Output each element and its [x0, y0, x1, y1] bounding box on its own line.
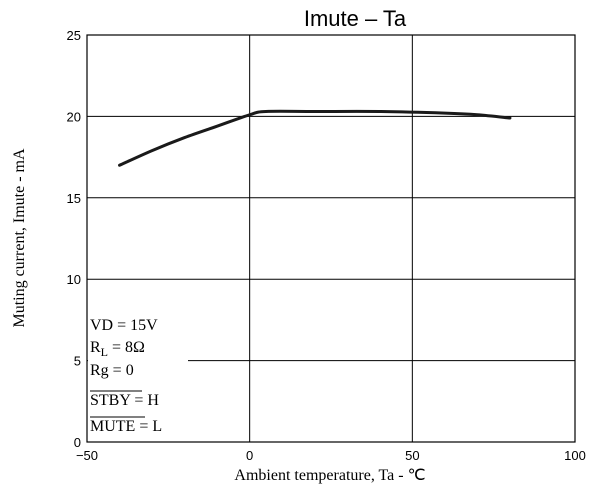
y-tick-label: 15	[67, 191, 81, 206]
y-tick-label: 5	[74, 354, 81, 369]
x-tick-labels: −50 0 50 100	[76, 448, 586, 463]
condition-stby-word: STBY	[90, 392, 131, 409]
x-tick-label: 0	[246, 448, 253, 463]
condition-mute-word: MUTE	[90, 418, 135, 435]
x-tick-label: 50	[405, 448, 419, 463]
x-axis-label: Ambient temperature, Ta - ℃	[234, 467, 425, 484]
y-tick-label: 0	[74, 435, 81, 450]
y-tick-label: 25	[67, 28, 81, 43]
conditions-mask	[88, 306, 188, 441]
condition-stby: STBY = H	[90, 392, 159, 409]
plot-frame	[86, 34, 576, 443]
series-line-imute	[118, 109, 512, 167]
condition-vd: VD = 15V	[90, 317, 158, 334]
condition-mute-value: = L	[135, 418, 162, 435]
y-tick-labels: 0 5 10 15 20 25	[67, 28, 81, 450]
chart-title: Imute – Ta	[304, 6, 407, 31]
y-tick-label: 10	[67, 272, 81, 287]
condition-rg: Rg = 0	[90, 362, 134, 379]
x-tick-label: 100	[564, 448, 586, 463]
y-axis-label: Muting current, Imute - mA	[11, 148, 28, 328]
condition-mute: MUTE = L	[90, 418, 162, 435]
test-conditions: VD = 15V RL = 8Ω Rg = 0 STBY = H MUTE = …	[88, 306, 188, 441]
condition-rl: RL = 8Ω	[90, 339, 145, 359]
y-tick-label: 20	[67, 109, 81, 124]
condition-rl-sub: L	[101, 345, 108, 359]
condition-rl-value: = 8Ω	[108, 339, 145, 356]
condition-stby-value: = H	[130, 392, 159, 409]
x-tick-label: −50	[76, 448, 98, 463]
condition-rl-main: R	[90, 339, 101, 356]
